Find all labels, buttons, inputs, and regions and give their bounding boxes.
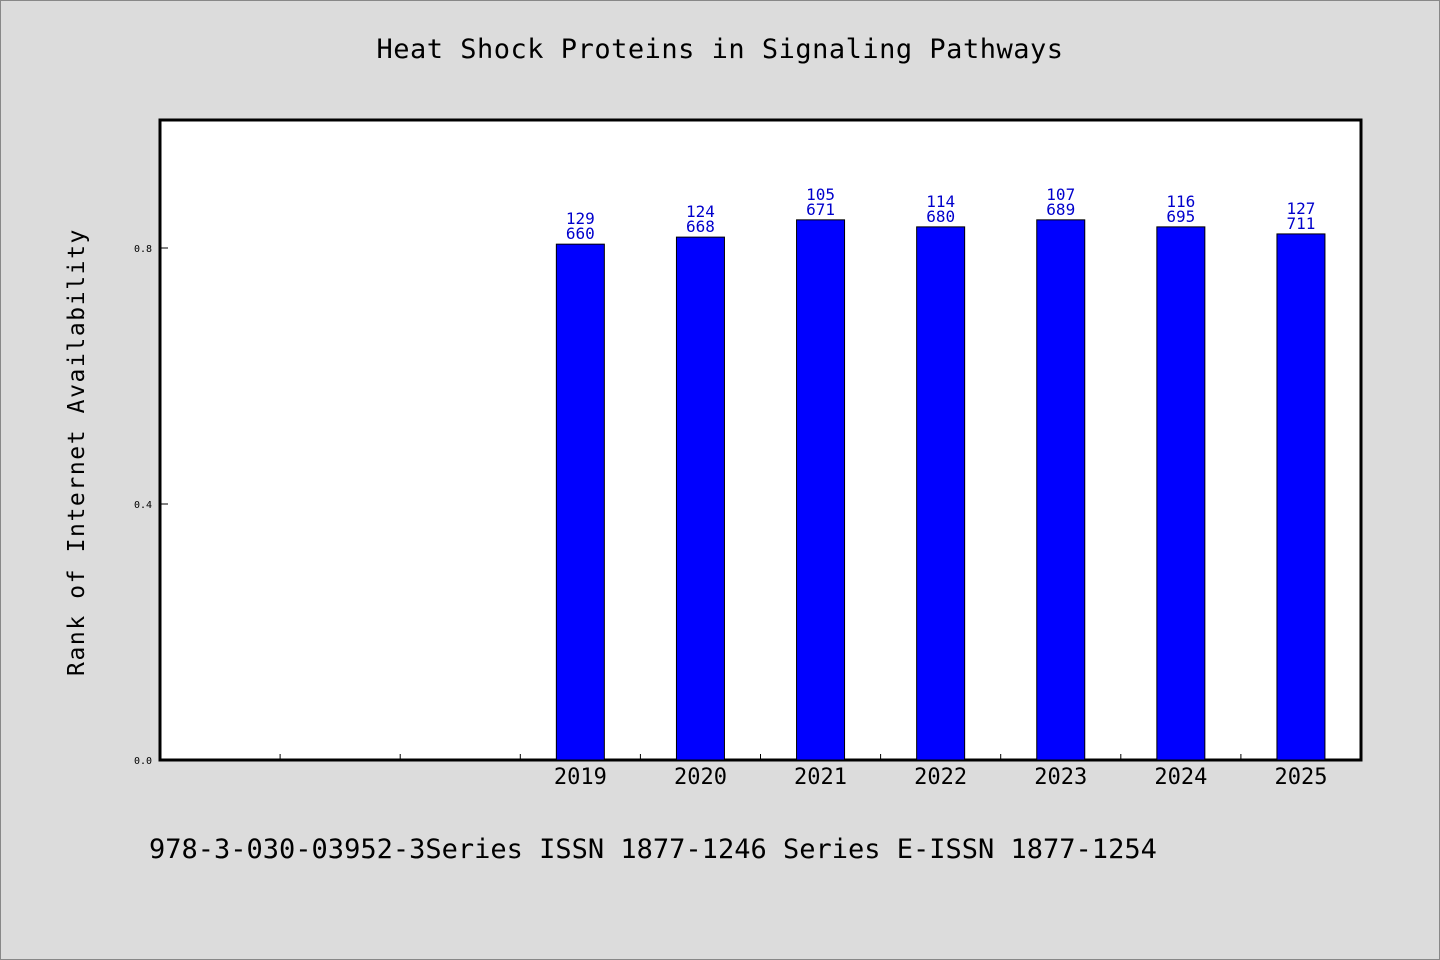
bar-label-top: 105 xyxy=(806,185,835,204)
x-tick-label: 2022 xyxy=(914,765,967,790)
x-tick-label: 2021 xyxy=(794,765,847,790)
y-tick-label: 0.4 xyxy=(134,500,152,511)
bar-label-bottom: 668 xyxy=(686,217,715,236)
bar-2021 xyxy=(796,219,846,761)
footer-isbn-text: 978-3-030-03952-3Series ISSN 1877-1246 S… xyxy=(149,834,1157,865)
bar-2019 xyxy=(555,243,605,761)
chart-title: Heat Shock Proteins in Signaling Pathway… xyxy=(376,34,1064,65)
x-tick-label: 2023 xyxy=(1034,765,1087,790)
x-tick-label: 2025 xyxy=(1274,765,1327,790)
bar-2020 xyxy=(675,236,725,761)
bar-label-top: 129 xyxy=(566,209,595,228)
bar-label-bottom: 689 xyxy=(1046,200,1075,219)
bar-label-top: 114 xyxy=(926,192,955,211)
y-tick-label: 0.8 xyxy=(134,244,152,255)
x-tick-label: 2024 xyxy=(1154,765,1207,790)
bar-label-top: 127 xyxy=(1286,199,1315,218)
x-tick-label: 2019 xyxy=(554,765,607,790)
bar-label-bottom: 680 xyxy=(926,207,955,226)
bar-label-top: 107 xyxy=(1046,185,1075,204)
y-tick-label: 0.0 xyxy=(134,756,152,767)
bars-layer xyxy=(555,219,1326,761)
bar-2022 xyxy=(916,226,966,761)
bar-label-bottom: 671 xyxy=(806,200,835,219)
bar-label-top: 124 xyxy=(686,202,715,221)
bar-2023 xyxy=(1036,219,1086,761)
bar-label-bottom: 695 xyxy=(1166,207,1195,226)
x-tick-label: 2020 xyxy=(674,765,727,790)
bar-label-bottom: 660 xyxy=(566,224,595,243)
bar-2025 xyxy=(1276,233,1326,761)
bar-label-bottom: 711 xyxy=(1286,214,1315,233)
bar-label-top: 116 xyxy=(1166,192,1195,211)
bar-2024 xyxy=(1156,226,1206,761)
ticks-layer xyxy=(160,247,1242,761)
